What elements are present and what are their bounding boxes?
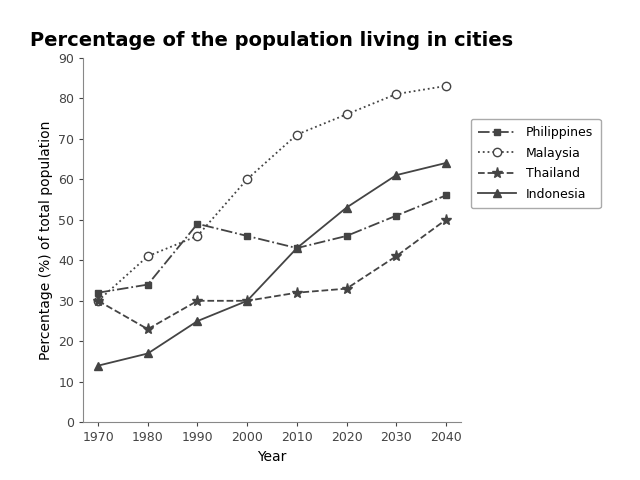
- X-axis label: Year: Year: [257, 450, 287, 464]
- Legend: Philippines, Malaysia, Thailand, Indonesia: Philippines, Malaysia, Thailand, Indones…: [471, 119, 600, 208]
- Title: Percentage of the population living in cities: Percentage of the population living in c…: [31, 32, 513, 50]
- Y-axis label: Percentage (%) of total population: Percentage (%) of total population: [38, 120, 52, 360]
